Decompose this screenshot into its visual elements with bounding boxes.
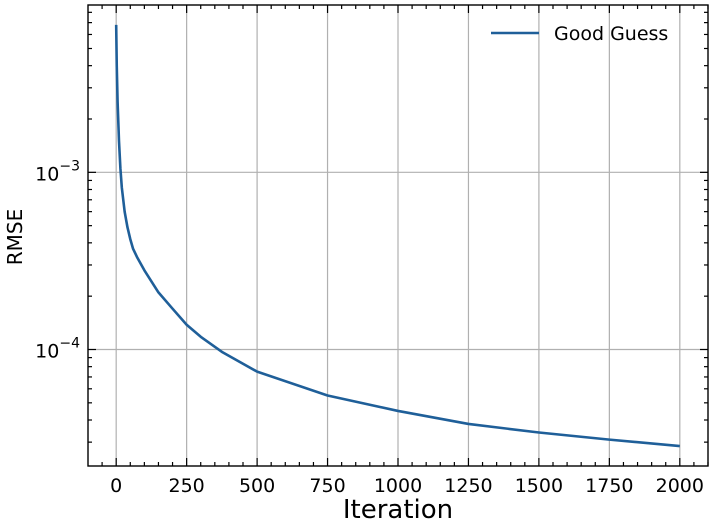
tick-labels: 0 250 500 750 1000 1250 1500 1750 2000 10−4 10−3 [35, 158, 704, 497]
legend-label-good-guess: Good Guess [554, 23, 668, 45]
x-tick-label: 1750 [585, 475, 633, 497]
legend: Good Guess [491, 23, 668, 45]
x-axis-title: Iteration [343, 495, 453, 525]
x-tick-label: 1000 [374, 475, 422, 497]
x-tick-label: 0 [110, 475, 122, 497]
x-tick-label: 250 [169, 475, 205, 497]
series-layer [114, 24, 680, 448]
x-tick-label: 2000 [656, 475, 704, 497]
x-tick-label: 500 [239, 475, 275, 497]
y-tick-label: 10−4 [35, 335, 80, 362]
x-tick-label: 1250 [444, 475, 492, 497]
grid [88, 5, 708, 466]
series-line-good-guess [114, 24, 680, 448]
ticks [88, 5, 709, 466]
y-axis-title: RMSE [3, 209, 27, 265]
y-tick-label: 10−3 [35, 158, 80, 185]
x-tick-label: 1500 [515, 475, 563, 497]
x-tick-label: 750 [309, 475, 345, 497]
